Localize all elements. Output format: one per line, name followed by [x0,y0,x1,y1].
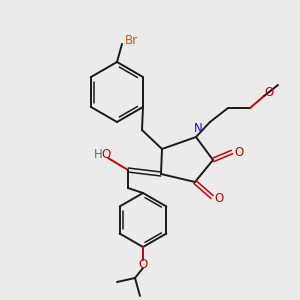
Text: O: O [138,259,148,272]
Text: O: O [264,85,274,98]
Text: N: N [194,122,202,136]
Text: Br: Br [124,34,138,46]
Text: O: O [214,191,224,205]
Text: O: O [234,146,244,158]
Text: H: H [94,148,102,161]
Text: O: O [101,148,111,161]
